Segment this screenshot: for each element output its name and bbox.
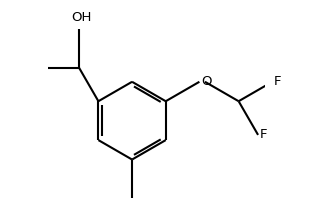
Text: O: O <box>201 75 212 88</box>
Text: F: F <box>274 75 282 88</box>
Text: F: F <box>260 128 267 141</box>
Text: OH: OH <box>71 11 91 24</box>
